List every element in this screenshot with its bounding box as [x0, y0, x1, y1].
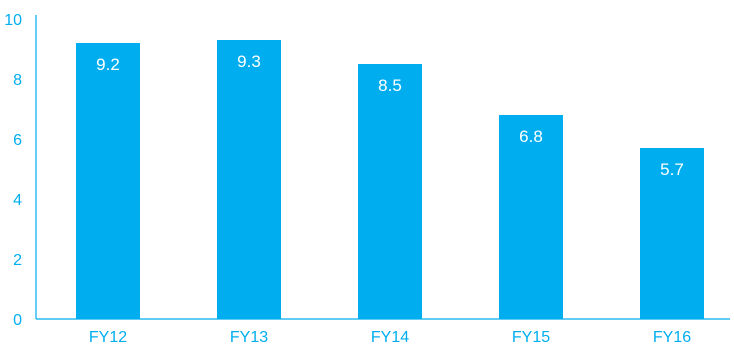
- bar-fy12: [76, 43, 140, 319]
- bar-fy14: [358, 64, 422, 319]
- x-tick-label: FY15: [512, 329, 550, 346]
- bar-value-label: 8.5: [378, 76, 402, 95]
- x-tick-label: FY12: [89, 329, 127, 346]
- bars: [76, 40, 704, 319]
- bar-fy16: [640, 148, 704, 319]
- bar-value-label: 5.7: [660, 160, 684, 179]
- bar-value-label: 9.3: [237, 52, 261, 71]
- x-tick-label: FY13: [230, 329, 268, 346]
- bar-fy15: [499, 115, 563, 319]
- x-tick-label: FY14: [371, 329, 409, 346]
- y-tick-label: 8: [13, 72, 22, 89]
- x-tick-label: FY16: [653, 329, 691, 346]
- y-tick-label: 4: [13, 192, 22, 209]
- y-axis-ticks: 0 2 4 6 8 10: [4, 12, 22, 329]
- bar-fy13: [217, 40, 281, 319]
- y-tick-label: 2: [13, 252, 22, 269]
- x-axis-tick-labels: FY12 FY13 FY14 FY15 FY16: [89, 329, 691, 346]
- bar-value-label: 6.8: [519, 127, 543, 146]
- y-tick-label: 10: [4, 12, 22, 29]
- y-tick-label: 0: [13, 312, 22, 329]
- bar-value-labels: 9.2 9.3 8.5 6.8 5.7: [96, 52, 684, 179]
- y-tick-label: 6: [13, 132, 22, 149]
- bar-value-label: 9.2: [96, 55, 120, 74]
